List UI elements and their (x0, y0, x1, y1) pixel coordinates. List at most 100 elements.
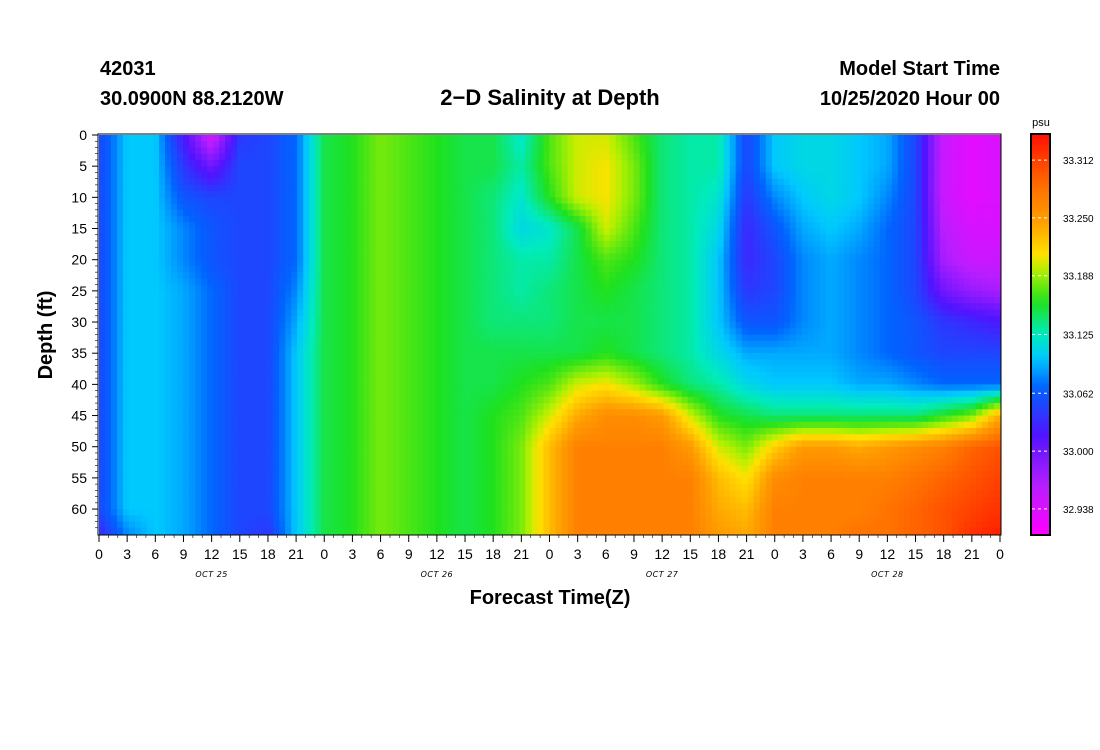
heatmap-cell (453, 247, 460, 255)
heatmap-cell (261, 153, 268, 161)
heatmap-cell (267, 334, 274, 342)
heatmap-cell (177, 434, 184, 442)
heatmap-cell (171, 159, 178, 167)
heatmap-cell (507, 328, 515, 336)
heatmap-cell (387, 216, 394, 223)
heatmap-cell (243, 303, 250, 311)
heatmap-cell (513, 147, 521, 155)
heatmap-cell (225, 409, 232, 417)
heatmap-cell (477, 340, 485, 348)
heatmap-cell (381, 340, 388, 348)
heatmap-cell (219, 297, 226, 304)
heatmap-cell (303, 290, 310, 298)
heatmap-cell (441, 521, 448, 529)
heatmap-cell (327, 509, 334, 516)
heatmap-cell (441, 159, 448, 167)
heatmap-cell (531, 141, 539, 149)
heatmap-cell (471, 390, 479, 398)
heatmap-cell (477, 371, 485, 379)
heatmap-cell (333, 166, 340, 173)
heatmap-cell (561, 409, 569, 417)
heatmap-cell (249, 234, 256, 242)
heatmap-cell (429, 178, 436, 186)
heatmap-cell (405, 353, 412, 361)
heatmap-cell (123, 477, 130, 485)
heatmap-cell (135, 434, 142, 442)
heatmap-cell (153, 216, 160, 223)
heatmap-cell (483, 384, 491, 392)
heatmap-cell (267, 253, 274, 261)
heatmap-cell (261, 309, 268, 317)
heatmap-cell (189, 509, 196, 516)
heatmap-cell (345, 272, 352, 279)
heatmap-cell (207, 265, 214, 273)
heatmap-cell (381, 184, 388, 192)
heatmap-cell (165, 178, 172, 186)
heatmap-cell (471, 378, 479, 385)
heatmap-cell (549, 490, 557, 498)
heatmap-cell (495, 265, 503, 273)
heatmap-cell (429, 297, 436, 304)
heatmap-cell (213, 384, 220, 392)
heatmap-cell (285, 184, 292, 192)
heatmap-cell (543, 353, 551, 361)
heatmap-cell (231, 272, 238, 279)
heatmap-cell (453, 184, 460, 192)
heatmap-cell (207, 484, 214, 491)
heatmap-cell (213, 421, 220, 429)
heatmap-cell (231, 328, 238, 336)
heatmap-cell (465, 147, 473, 155)
heatmap-cell (513, 409, 521, 417)
heatmap-cell (279, 440, 286, 448)
heatmap-cell (381, 141, 388, 149)
heatmap-cell (303, 191, 310, 198)
heatmap-cell (147, 378, 154, 385)
heatmap-cell (99, 135, 106, 142)
heatmap-cell (273, 228, 280, 236)
heatmap-cell (321, 309, 328, 317)
heatmap-cell (297, 428, 304, 435)
heatmap-cell (111, 159, 118, 167)
heatmap-cell (441, 297, 448, 304)
heatmap-cell (255, 378, 262, 385)
heatmap-cell (111, 365, 118, 373)
heatmap-cell (201, 290, 208, 298)
heatmap-cell (291, 222, 298, 230)
heatmap-cell (105, 484, 112, 491)
heatmap-cell (399, 496, 406, 504)
heatmap-cell (549, 228, 557, 236)
heatmap-cell (489, 315, 497, 323)
heatmap-cell (177, 353, 184, 361)
heatmap-cell (459, 490, 467, 498)
heatmap-cell (561, 403, 569, 410)
heatmap-cell (459, 403, 467, 410)
heatmap-cell (111, 515, 118, 523)
heatmap-cell (189, 322, 196, 329)
heatmap-cell (171, 135, 178, 142)
heatmap-cell (561, 434, 569, 442)
heatmap-cell (423, 240, 430, 248)
heatmap-cell (303, 452, 310, 460)
heatmap-cell (387, 272, 394, 279)
heatmap-cell (291, 409, 298, 417)
heatmap-cell (447, 166, 454, 173)
heatmap-cell (543, 322, 551, 329)
heatmap-cell (153, 278, 160, 286)
heatmap-cell (213, 253, 220, 261)
heatmap-cell (513, 346, 521, 354)
heatmap-cell (477, 247, 485, 255)
heatmap-cell (375, 141, 382, 149)
heatmap-cell (393, 247, 400, 255)
heatmap-cell (147, 384, 154, 392)
heatmap-cell (459, 521, 467, 529)
heatmap-cell (243, 452, 250, 460)
heatmap-cell (531, 328, 539, 336)
heatmap-cell (399, 159, 406, 167)
heatmap-cell (105, 197, 112, 205)
heatmap-cell (417, 353, 424, 361)
heatmap-cell (147, 153, 154, 161)
heatmap-cell (207, 178, 214, 186)
heatmap-cell (447, 172, 454, 180)
heatmap-cell (177, 297, 184, 304)
heatmap-cell (231, 209, 238, 217)
